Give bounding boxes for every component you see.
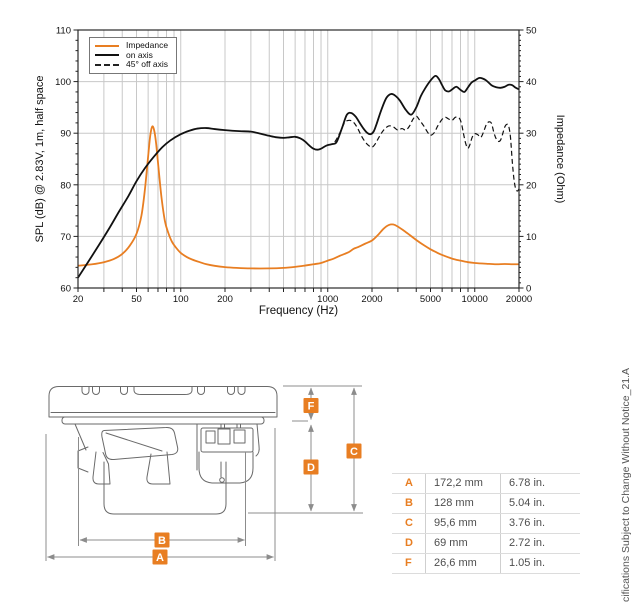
svg-text:10: 10 [526, 232, 537, 243]
dim-key: F [405, 557, 412, 569]
dim-label-a: A [156, 552, 164, 564]
svg-text:80: 80 [60, 180, 71, 191]
dim-key: C [405, 517, 413, 529]
chart-legend: Impedance on axis 45° off axis [89, 37, 178, 74]
dim-row-d: D 69 mm 2.72 in. [392, 534, 580, 554]
legend-item-on-axis: on axis [95, 49, 168, 61]
legend-label-on-axis: on axis [126, 49, 153, 60]
spl-axis-label: SPL (dB) @ 2.83V, 1m, half space [34, 75, 46, 243]
svg-text:40: 40 [526, 77, 537, 88]
speaker-dimension-drawing: F D C B A [30, 372, 380, 589]
speaker-gasket [48, 386, 278, 425]
off-axis-line-icon [95, 63, 119, 66]
side-note-text: cifications Subject to Change Without No… [620, 367, 632, 602]
dim-mm: 95,6 mm [425, 514, 500, 533]
dim-key: A [405, 477, 413, 489]
legend-item-impedance: Impedance [95, 40, 169, 51]
svg-text:30: 30 [526, 129, 537, 140]
dim-in: 3.76 in. [500, 514, 580, 533]
frequency-response-chart: 60 70 80 90 100 110 0 10 20 30 40 50 20 50 100 200 1000 2… [34, 26, 566, 318]
dimension-labels: F D C B A [152, 398, 362, 565]
speaker-drawing-svg: F D C B A [45, 385, 363, 565]
dim-mm: 128 mm [425, 494, 500, 513]
dim-in: 6.78 in. [500, 474, 580, 493]
dim-label-c: C [350, 446, 358, 458]
svg-text:100: 100 [55, 77, 71, 88]
dim-row-c: C 95,6 mm 3.76 in. [392, 514, 580, 534]
dim-mm: 26,6 mm [425, 554, 500, 573]
dim-mm: 69 mm [425, 534, 500, 553]
svg-text:5000: 5000 [420, 294, 441, 305]
impedance-line-icon [95, 44, 119, 47]
legend-item-off-axis: 45° off axis [95, 59, 168, 70]
svg-text:200: 200 [217, 294, 233, 305]
dim-key: D [405, 537, 413, 549]
dim-mm: 172,2 mm [425, 474, 500, 493]
dim-label-b: B [158, 535, 166, 547]
frequency-axis-label: Frequency (Hz) [258, 305, 339, 317]
impedance-axis-label: Impedance (Ohm) [554, 114, 566, 204]
legend-label-off-axis: 45° off axis [126, 59, 168, 69]
svg-text:70: 70 [60, 232, 71, 243]
svg-text:10000: 10000 [462, 294, 488, 305]
svg-text:1000: 1000 [317, 294, 338, 305]
dimensions-table: A 172,2 mm 6.78 in. B 128 mm 5.04 in. C … [392, 473, 580, 574]
dim-key: B [405, 497, 413, 509]
dim-label-f: F [308, 401, 315, 413]
legend-label-impedance: Impedance [126, 40, 169, 50]
svg-text:50: 50 [526, 26, 537, 37]
dim-in: 1.05 in. [500, 554, 580, 573]
dim-row-f: F 26,6 mm 1.05 in. [392, 554, 580, 574]
svg-text:2000: 2000 [361, 294, 382, 305]
svg-text:100: 100 [173, 294, 189, 305]
svg-text:0: 0 [526, 284, 531, 295]
on-axis-line-icon [95, 54, 119, 57]
dim-in: 5.04 in. [500, 494, 580, 513]
svg-text:20: 20 [526, 180, 537, 191]
svg-text:110: 110 [56, 26, 71, 37]
svg-text:60: 60 [60, 284, 71, 295]
svg-text:20: 20 [73, 294, 84, 305]
svg-text:90: 90 [60, 129, 71, 140]
dim-in: 2.72 in. [500, 534, 580, 553]
dim-label-d: D [307, 462, 315, 474]
svg-text:50: 50 [131, 294, 142, 305]
dim-row-b: B 128 mm 5.04 in. [392, 494, 580, 514]
svg-text:20000: 20000 [506, 294, 532, 305]
dim-row-a: A 172,2 mm 6.78 in. [392, 474, 580, 494]
speaker-basket [74, 423, 260, 515]
